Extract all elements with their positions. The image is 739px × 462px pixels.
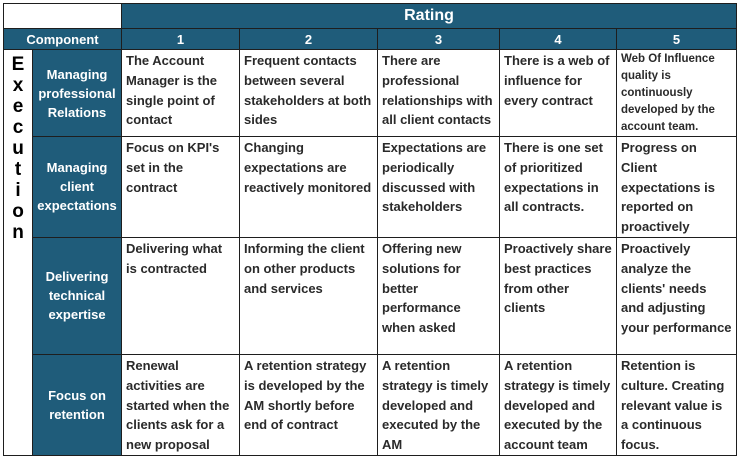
table-row: E x e c u t i o n Managing professional … xyxy=(3,49,738,456)
table-row: Managing client expectations Focus on KP… xyxy=(4,136,738,238)
rating-header-row: Rating xyxy=(3,3,738,29)
rating-2-header: 2 xyxy=(239,28,378,50)
rating-4-header: 4 xyxy=(499,28,617,50)
rating-cell: Changing expectations are reactively mon… xyxy=(239,136,378,238)
table-row: Delivering technical expertise Deliverin… xyxy=(4,236,738,355)
rating-3-header: 3 xyxy=(377,28,500,50)
corner-cell xyxy=(3,3,122,29)
rating-cell: Informing the client on other products a… xyxy=(239,236,378,355)
component-label: Managing professional Relations xyxy=(32,49,122,137)
rating-cell: There is a web of influence for every co… xyxy=(499,49,617,137)
rating-cell: There are professional relationships wit… xyxy=(377,49,500,137)
rating-cell: Frequent contacts between several stakeh… xyxy=(239,49,378,137)
rating-cell: The Account Manager is the single point … xyxy=(121,49,240,137)
component-label: Focus on retention xyxy=(32,353,122,456)
rating-cell: Focus on KPI's set in the contract xyxy=(121,136,240,238)
rating-1-header: 1 xyxy=(121,28,240,50)
rating-cell: A retention strategy is timely developed… xyxy=(499,353,617,456)
rating-cell: Retention is culture. Creating relevant … xyxy=(615,353,738,456)
rating-cell: Progress on Client expectations is repor… xyxy=(615,136,738,238)
rating-5-header: 5 xyxy=(615,28,738,50)
column-header-row: Component 1 2 3 4 5 xyxy=(3,28,738,50)
rating-cell: Web Of Influence quality is continuously… xyxy=(615,49,738,137)
rating-matrix-table: Rating Component 1 2 3 4 5 E x e c u t i… xyxy=(3,3,738,456)
table-row: Focus on retention Renewal activities ar… xyxy=(4,353,738,456)
rating-cell: A retention strategy is developed by the… xyxy=(239,353,378,456)
section-label-execution: E x e c u t i o n xyxy=(3,49,33,456)
rating-cell: Delivering what is contracted xyxy=(121,236,240,355)
rating-cell: Renewal activities are started when the … xyxy=(121,353,240,456)
rating-cell: Proactively share best practices from ot… xyxy=(499,236,617,355)
component-label: Delivering technical expertise xyxy=(32,236,122,355)
rating-cell: Proactively analyze the clients' needs a… xyxy=(615,236,738,355)
rating-cell: There is one set of prioritized expectat… xyxy=(499,136,617,238)
component-header: Component xyxy=(3,28,122,50)
component-label: Managing client expectations xyxy=(32,136,122,238)
rating-header: Rating xyxy=(120,3,738,29)
rating-cell: A retention strategy is timely developed… xyxy=(377,353,500,456)
rating-cell: Expectations are periodically discussed … xyxy=(377,136,500,238)
rating-cell: Offering new solutions for better perfor… xyxy=(377,236,500,355)
